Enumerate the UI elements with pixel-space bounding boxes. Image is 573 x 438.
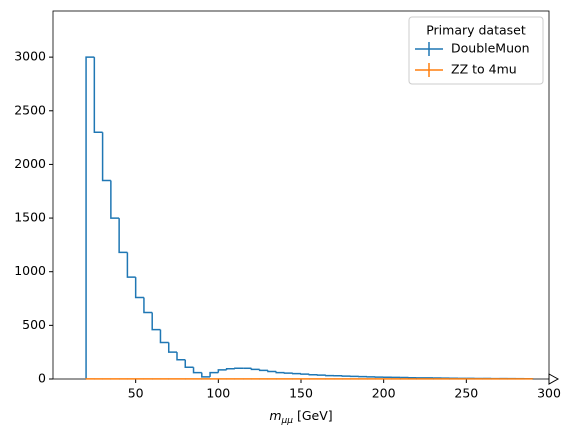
histogram-step xyxy=(291,372,301,375)
histogram-step xyxy=(159,329,169,344)
y-tick-label: 2500 xyxy=(14,102,46,117)
legend: Primary dataset DoubleMuon ZZ to 4mu xyxy=(408,16,544,85)
x-tick-label: 200 xyxy=(372,386,396,401)
histogram-step xyxy=(275,371,285,374)
histogram-step xyxy=(201,372,211,378)
y-tick-label: 3000 xyxy=(14,49,46,64)
legend-box xyxy=(408,16,544,85)
y-tick-label: 1500 xyxy=(14,210,46,225)
histogram-step xyxy=(258,369,268,372)
histogram-step xyxy=(134,277,144,299)
histogram-step xyxy=(151,312,161,331)
histogram-step xyxy=(283,372,293,374)
histogram-step xyxy=(126,252,136,278)
histogram-step xyxy=(110,180,120,219)
histogram-step xyxy=(267,370,277,373)
histogram-step xyxy=(118,218,128,254)
histogram-step xyxy=(143,297,153,314)
legend-label: DoubleMuon xyxy=(451,41,530,56)
x-tick-label: 100 xyxy=(206,386,230,401)
histogram-step xyxy=(176,352,186,361)
histogram-step xyxy=(85,56,95,379)
y-tick-label: 0 xyxy=(38,371,46,386)
histogram-step xyxy=(308,373,318,376)
histogram-step xyxy=(250,368,260,371)
legend-title: Primary dataset xyxy=(426,23,526,38)
y-tick-label: 2000 xyxy=(14,156,46,171)
x-axis-label: mμμ [GeV] xyxy=(269,408,332,426)
histogram-step xyxy=(209,371,219,377)
y-tick-label: 500 xyxy=(22,317,46,332)
histogram-step xyxy=(101,132,111,182)
histogram-step xyxy=(217,369,227,373)
histogram-step xyxy=(93,57,103,133)
x-tick-label: 150 xyxy=(289,386,313,401)
histogram-step xyxy=(192,367,202,374)
histogram-step xyxy=(300,373,310,375)
x-tick-label: 300 xyxy=(537,386,561,401)
axis-arrow xyxy=(548,373,560,385)
x-tick-label: 250 xyxy=(454,386,478,401)
histogram-step xyxy=(184,359,194,368)
histogram-step xyxy=(167,342,177,353)
x-tick-label: 50 xyxy=(128,386,144,401)
legend-label: ZZ to 4mu xyxy=(451,62,517,77)
y-tick-label: 1000 xyxy=(14,263,46,278)
histogram-step xyxy=(234,367,244,370)
histogram-step xyxy=(225,368,235,370)
